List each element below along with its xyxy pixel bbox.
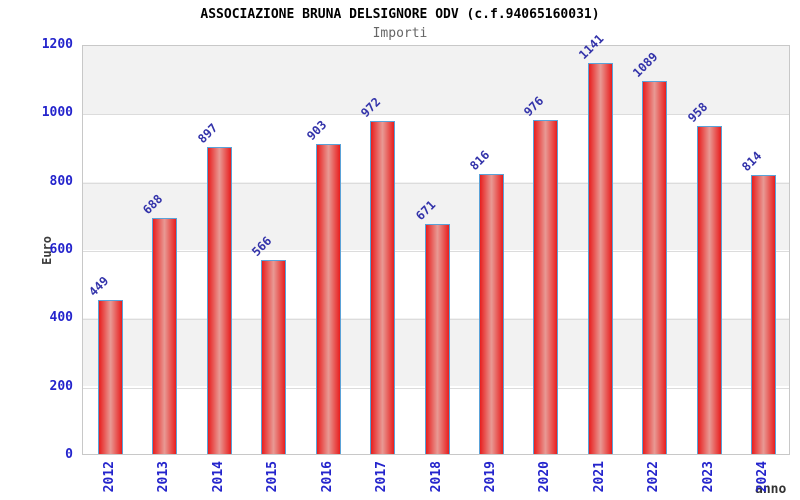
bar-2018 (425, 224, 450, 454)
y-tick-200: 200 (49, 379, 73, 394)
bar-value-2023: 958 (685, 99, 711, 125)
bar-value-2014: 897 (195, 120, 221, 146)
x-axis-label: anno (755, 482, 787, 497)
bar-value-2019: 816 (467, 147, 493, 173)
x-tick-2021: 2021 (592, 461, 607, 493)
x-tick-2014: 2014 (211, 461, 226, 493)
bar-2021 (588, 63, 613, 454)
x-tick-2019: 2019 (483, 461, 498, 493)
y-tick-0: 0 (65, 447, 73, 462)
x-tick-2018: 2018 (429, 461, 444, 493)
gridline-1000 (83, 114, 789, 115)
bar-2012 (98, 300, 123, 454)
y-tick-1000: 1000 (41, 105, 73, 120)
x-tick-2024: 2024 (755, 461, 770, 493)
bar-value-2013: 688 (140, 191, 166, 217)
x-tick-2012: 2012 (102, 461, 117, 493)
chart-subtitle: Importi (372, 26, 428, 41)
bar-2013 (152, 218, 177, 454)
plot-area: 449 688 897 566 903 972 671 816 976 1141 1089 958 81… (82, 32, 790, 455)
bar-2023 (697, 126, 722, 454)
bar-value-2018: 671 (413, 197, 439, 223)
x-tick-2016: 2016 (320, 461, 335, 493)
y-tick-600: 600 (49, 242, 73, 257)
chart-title: ASSOCIAZIONE BRUNA DELSIGNORE ODV (c.f.9… (200, 7, 600, 22)
bar-value-2020: 976 (521, 93, 547, 119)
bar-value-2015: 566 (249, 233, 275, 259)
y-tick-800: 800 (49, 174, 73, 189)
x-tick-2020: 2020 (537, 461, 552, 493)
bar-2019 (479, 174, 504, 454)
x-tick-2023: 2023 (701, 461, 716, 493)
gridline-800 (83, 183, 789, 184)
y-tick-1200: 1200 (41, 37, 73, 52)
bar-2017 (370, 121, 395, 454)
bar-2014 (207, 147, 232, 454)
bar-2024 (751, 175, 776, 454)
bar-value-2024: 814 (739, 148, 765, 174)
bar-value-2016: 903 (304, 117, 330, 143)
x-tick-2013: 2013 (156, 461, 171, 493)
y-tick-400: 400 (49, 310, 73, 325)
bar-value-2022: 1089 (630, 49, 661, 80)
x-tick-2022: 2022 (646, 461, 661, 493)
bar-2016 (316, 144, 341, 454)
x-tick-2015: 2015 (265, 461, 280, 493)
x-tick-2017: 2017 (374, 461, 389, 493)
bar-2020 (533, 120, 558, 454)
bar-value-2017: 972 (358, 94, 384, 120)
bar-2022 (642, 81, 667, 454)
bar-value-2012: 449 (86, 273, 112, 299)
bar-2015 (261, 260, 286, 454)
